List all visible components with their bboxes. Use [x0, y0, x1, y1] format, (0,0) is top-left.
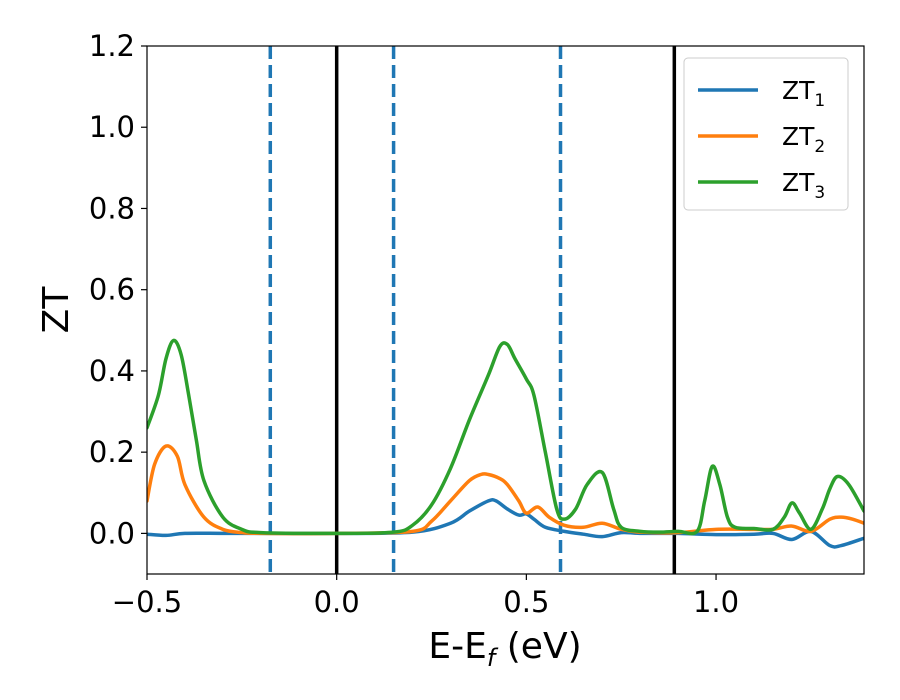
x-tick-label: 1.0 — [693, 585, 739, 619]
legend-box — [683, 57, 849, 211]
series-line-zt1 — [147, 498, 864, 549]
series-line-zt2 — [147, 444, 864, 536]
x-axis: −0.5 0.0 0.5 1.0 — [112, 574, 739, 619]
y-tick-label: 1.2 — [89, 29, 135, 63]
series-layer — [147, 338, 864, 549]
x-axis-label-suffix: (eV) — [495, 626, 581, 667]
y-tick-label: 0.4 — [89, 354, 135, 388]
x-tick-label: 0.5 — [503, 585, 549, 619]
y-tick-label: 0.2 — [89, 435, 135, 469]
y-axis-label: ZT — [36, 286, 77, 334]
plot-frame — [146, 45, 865, 575]
x-axis-label-main: E-E — [428, 626, 486, 667]
x-tick-label: −0.5 — [112, 585, 182, 619]
y-tick-label: 0.8 — [89, 191, 135, 225]
reference-lines — [268, 46, 677, 574]
x-tick-label: 0.0 — [314, 585, 360, 619]
y-tick-label: 0.6 — [89, 273, 135, 307]
x-axis-label: E-Ef (eV) — [428, 626, 581, 672]
legend: ZT1 ZT2 ZT3 — [683, 57, 849, 211]
y-tick-label: 1.0 — [89, 110, 135, 144]
legend-label-zt3: ZT3 — [782, 168, 825, 203]
y-axis: 0.0 0.2 0.4 0.6 0.8 1.0 1.2 — [89, 29, 147, 550]
legend-label-zt2: ZT2 — [782, 122, 825, 157]
y-tick-label: 0.0 — [89, 516, 135, 550]
legend-label-zt1: ZT1 — [782, 76, 825, 111]
series-line-zt3 — [147, 338, 864, 536]
